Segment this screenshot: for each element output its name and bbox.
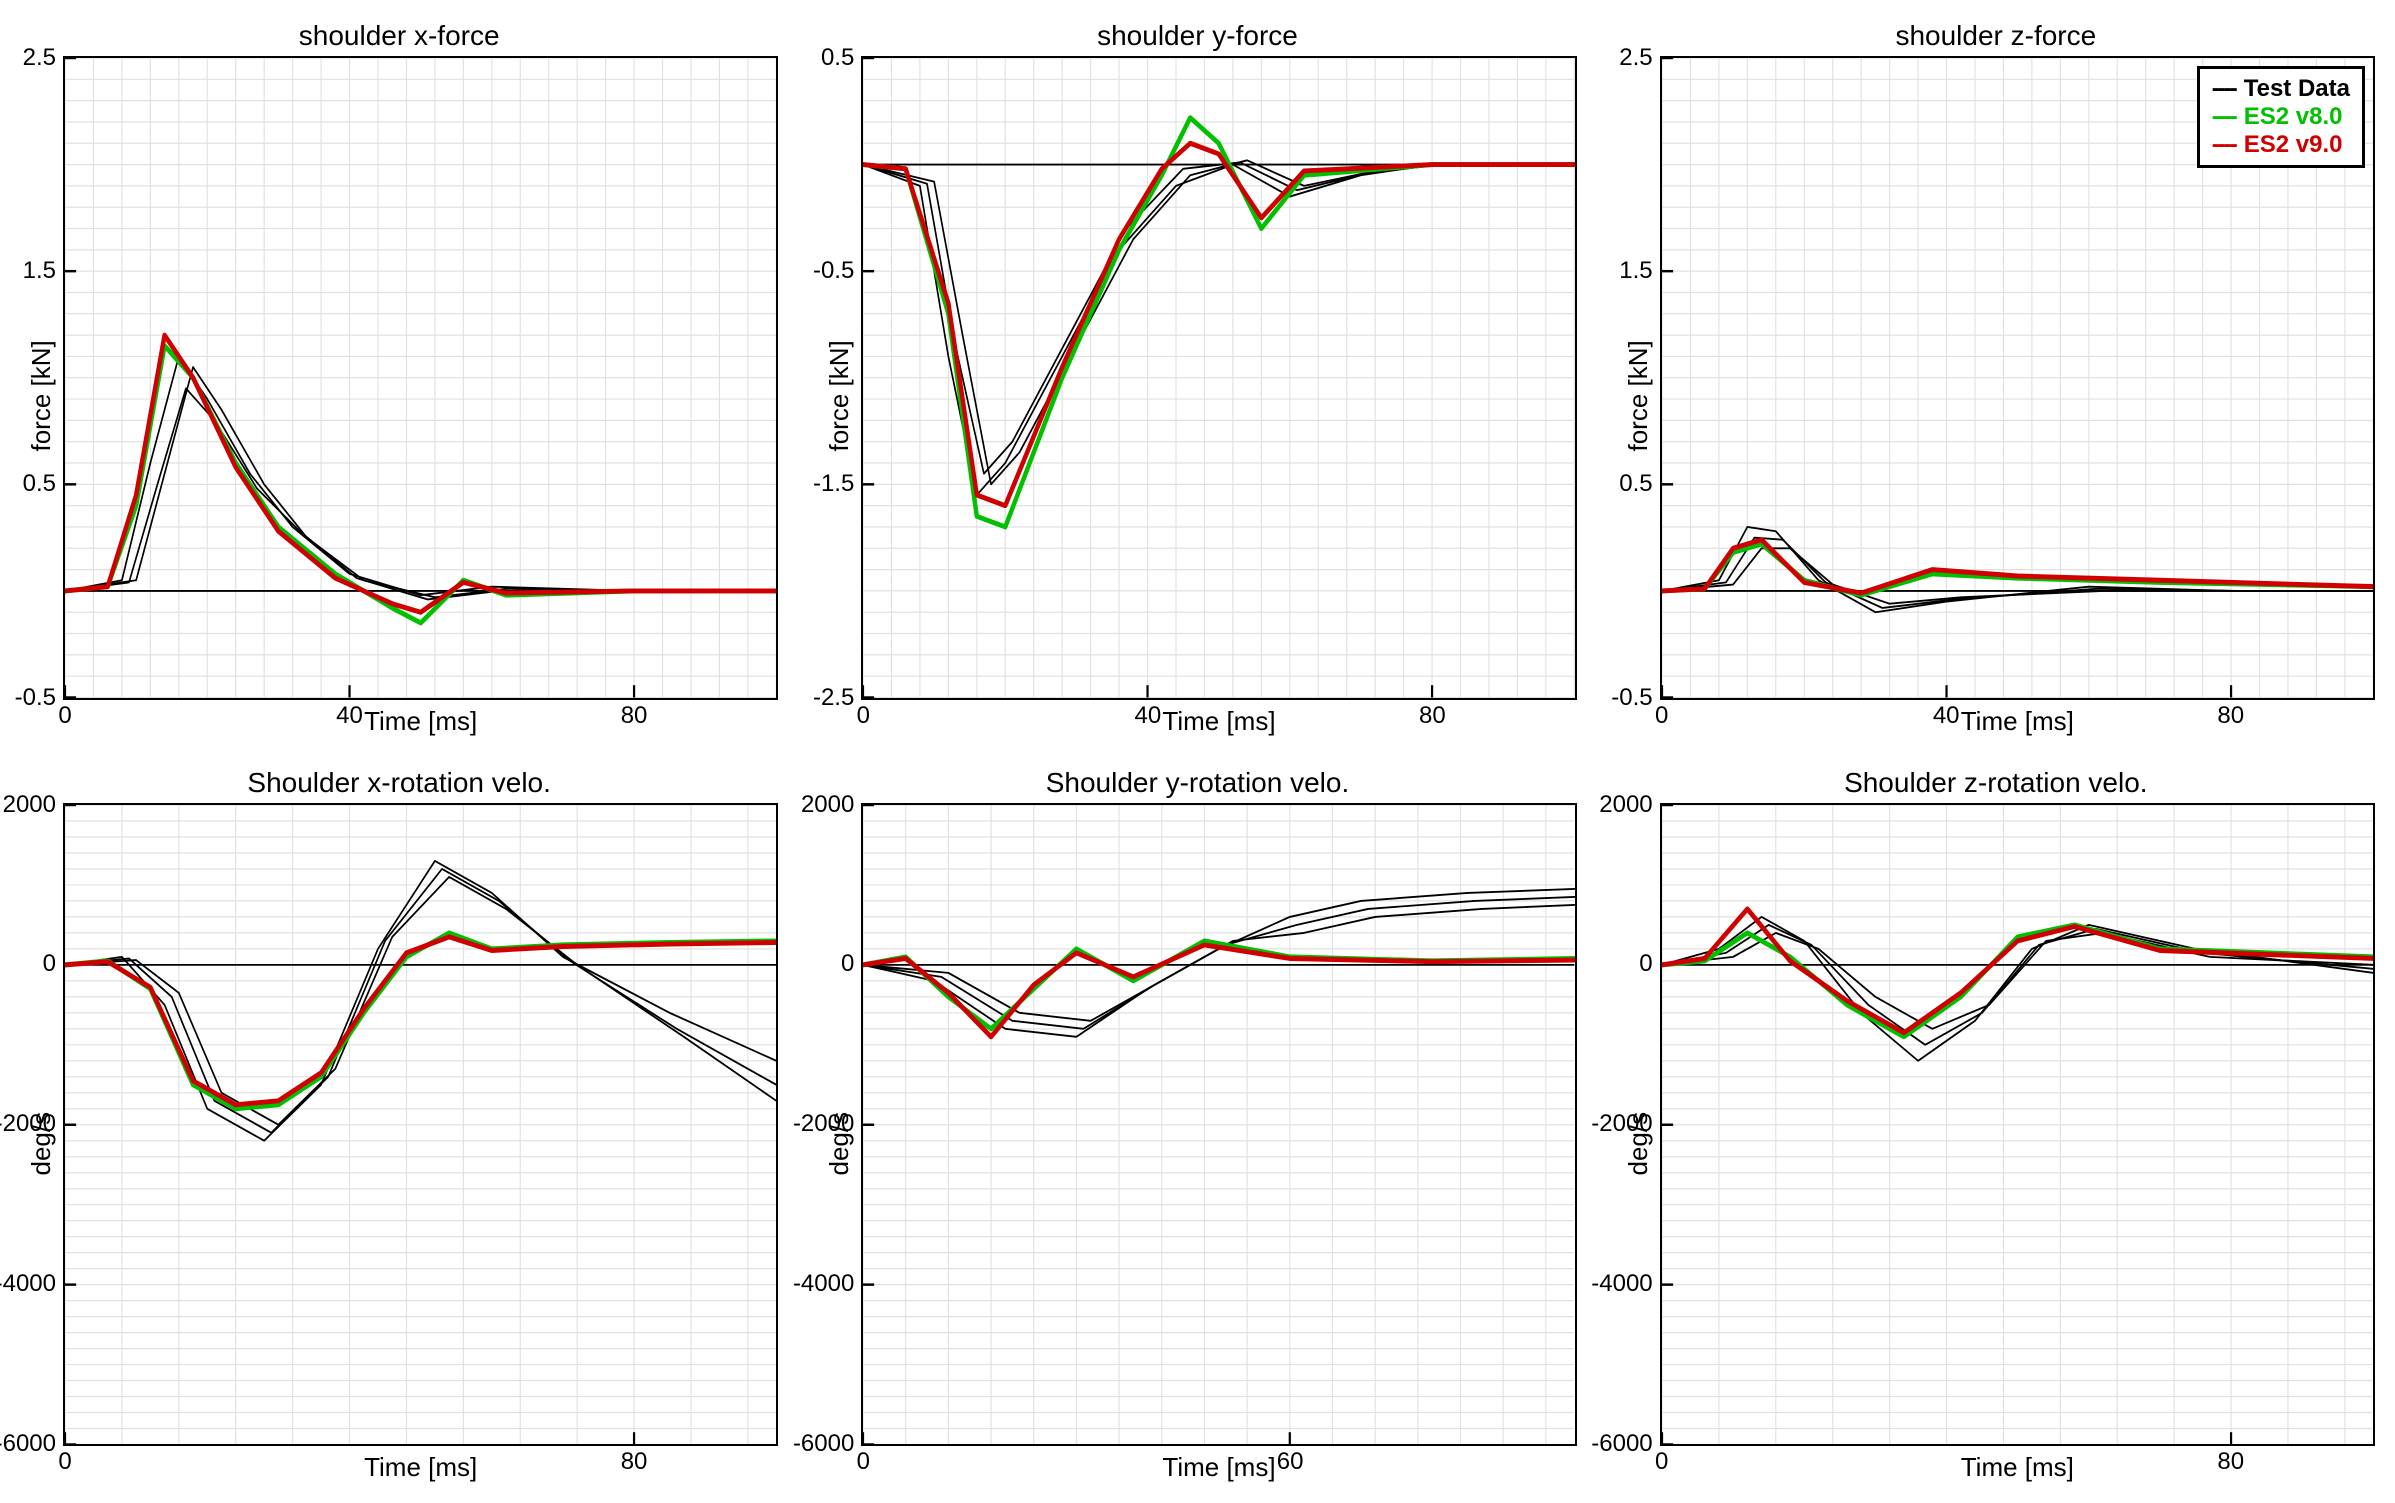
y-tick-labels: -2.5-1.5-0.50.5 xyxy=(803,58,858,698)
x-tick-labels: 080 xyxy=(65,1448,776,1478)
panel-p5: Shoulder y-rotation velo.deg/s-6000-4000… xyxy=(818,767,1576,1484)
plot-area: -2.5-1.5-0.50.504080 xyxy=(861,56,1576,700)
panel-title: Shoulder z-rotation velo. xyxy=(1617,767,2375,799)
panel-title: Shoulder y-rotation velo. xyxy=(818,767,1576,799)
legend-swatch: ---- xyxy=(2212,103,2236,131)
series-v9 xyxy=(65,335,776,612)
plot-area: -0.50.51.52.504080 xyxy=(63,56,778,700)
y-tick-labels: -6000-4000-200002000 xyxy=(803,805,858,1445)
series-v8 xyxy=(863,118,1574,527)
legend: ---- Test Data ---- ES2 v8.0 ---- ES2 v9.0 xyxy=(2197,66,2365,168)
panel-p1: shoulder x-forceforce [kN]-0.50.51.52.50… xyxy=(20,20,778,737)
legend-label: Test Data xyxy=(2244,75,2350,103)
panel-title: shoulder x-force xyxy=(20,20,778,52)
panel-p3: shoulder z-forceforce [kN]-0.50.51.52.50… xyxy=(1617,20,2375,737)
y-tick-labels: -6000-4000-200002000 xyxy=(5,805,60,1445)
chart-grid: shoulder x-forceforce [kN]-0.50.51.52.50… xyxy=(20,20,2375,1483)
panel-p2: shoulder y-forceforce [kN]-2.5-1.5-0.50.… xyxy=(818,20,1576,737)
series-test1 xyxy=(65,860,776,1140)
legend-swatch: ---- xyxy=(2212,75,2236,103)
plot-area: -6000-4000-200002000080 xyxy=(1660,803,2375,1447)
legend-label: ES2 v8.0 xyxy=(2244,103,2343,131)
plot-area: -6000-4000-200002000060 xyxy=(861,803,1576,1447)
legend-item: ---- ES2 v8.0 xyxy=(2212,103,2350,131)
series-test2 xyxy=(65,367,776,597)
series-test3 xyxy=(863,162,1574,473)
legend-swatch: ---- xyxy=(2212,131,2236,159)
x-tick-labels: 04080 xyxy=(1662,702,2373,732)
panel-title: shoulder z-force xyxy=(1617,20,2375,52)
y-tick-labels: -0.50.51.52.5 xyxy=(5,58,60,698)
panel-title: shoulder y-force xyxy=(818,20,1576,52)
series-test3 xyxy=(65,876,776,1124)
x-tick-labels: 080 xyxy=(1662,1448,2373,1478)
panel-p4: Shoulder x-rotation velo.deg/s-6000-4000… xyxy=(20,767,778,1484)
y-tick-labels: -0.50.51.52.5 xyxy=(1602,58,1657,698)
x-tick-labels: 060 xyxy=(863,1448,1574,1478)
x-tick-labels: 04080 xyxy=(65,702,776,732)
legend-item: ---- ES2 v9.0 xyxy=(2212,131,2350,159)
series-test1 xyxy=(65,356,776,595)
plot-area: -0.50.51.52.504080----Test Data----ES2 v… xyxy=(1660,56,2375,700)
series-v9 xyxy=(863,143,1574,505)
legend-label: ES2 v9.0 xyxy=(2244,131,2343,159)
panel-p6: Shoulder z-rotation velo.deg/s-6000-4000… xyxy=(1617,767,2375,1484)
y-tick-labels: -6000-4000-200002000 xyxy=(1602,805,1657,1445)
panel-title: Shoulder x-rotation velo. xyxy=(20,767,778,799)
legend-item: ---- Test Data xyxy=(2212,75,2350,103)
plot-area: -6000-4000-200002000080 xyxy=(63,803,778,1447)
x-tick-labels: 04080 xyxy=(863,702,1574,732)
